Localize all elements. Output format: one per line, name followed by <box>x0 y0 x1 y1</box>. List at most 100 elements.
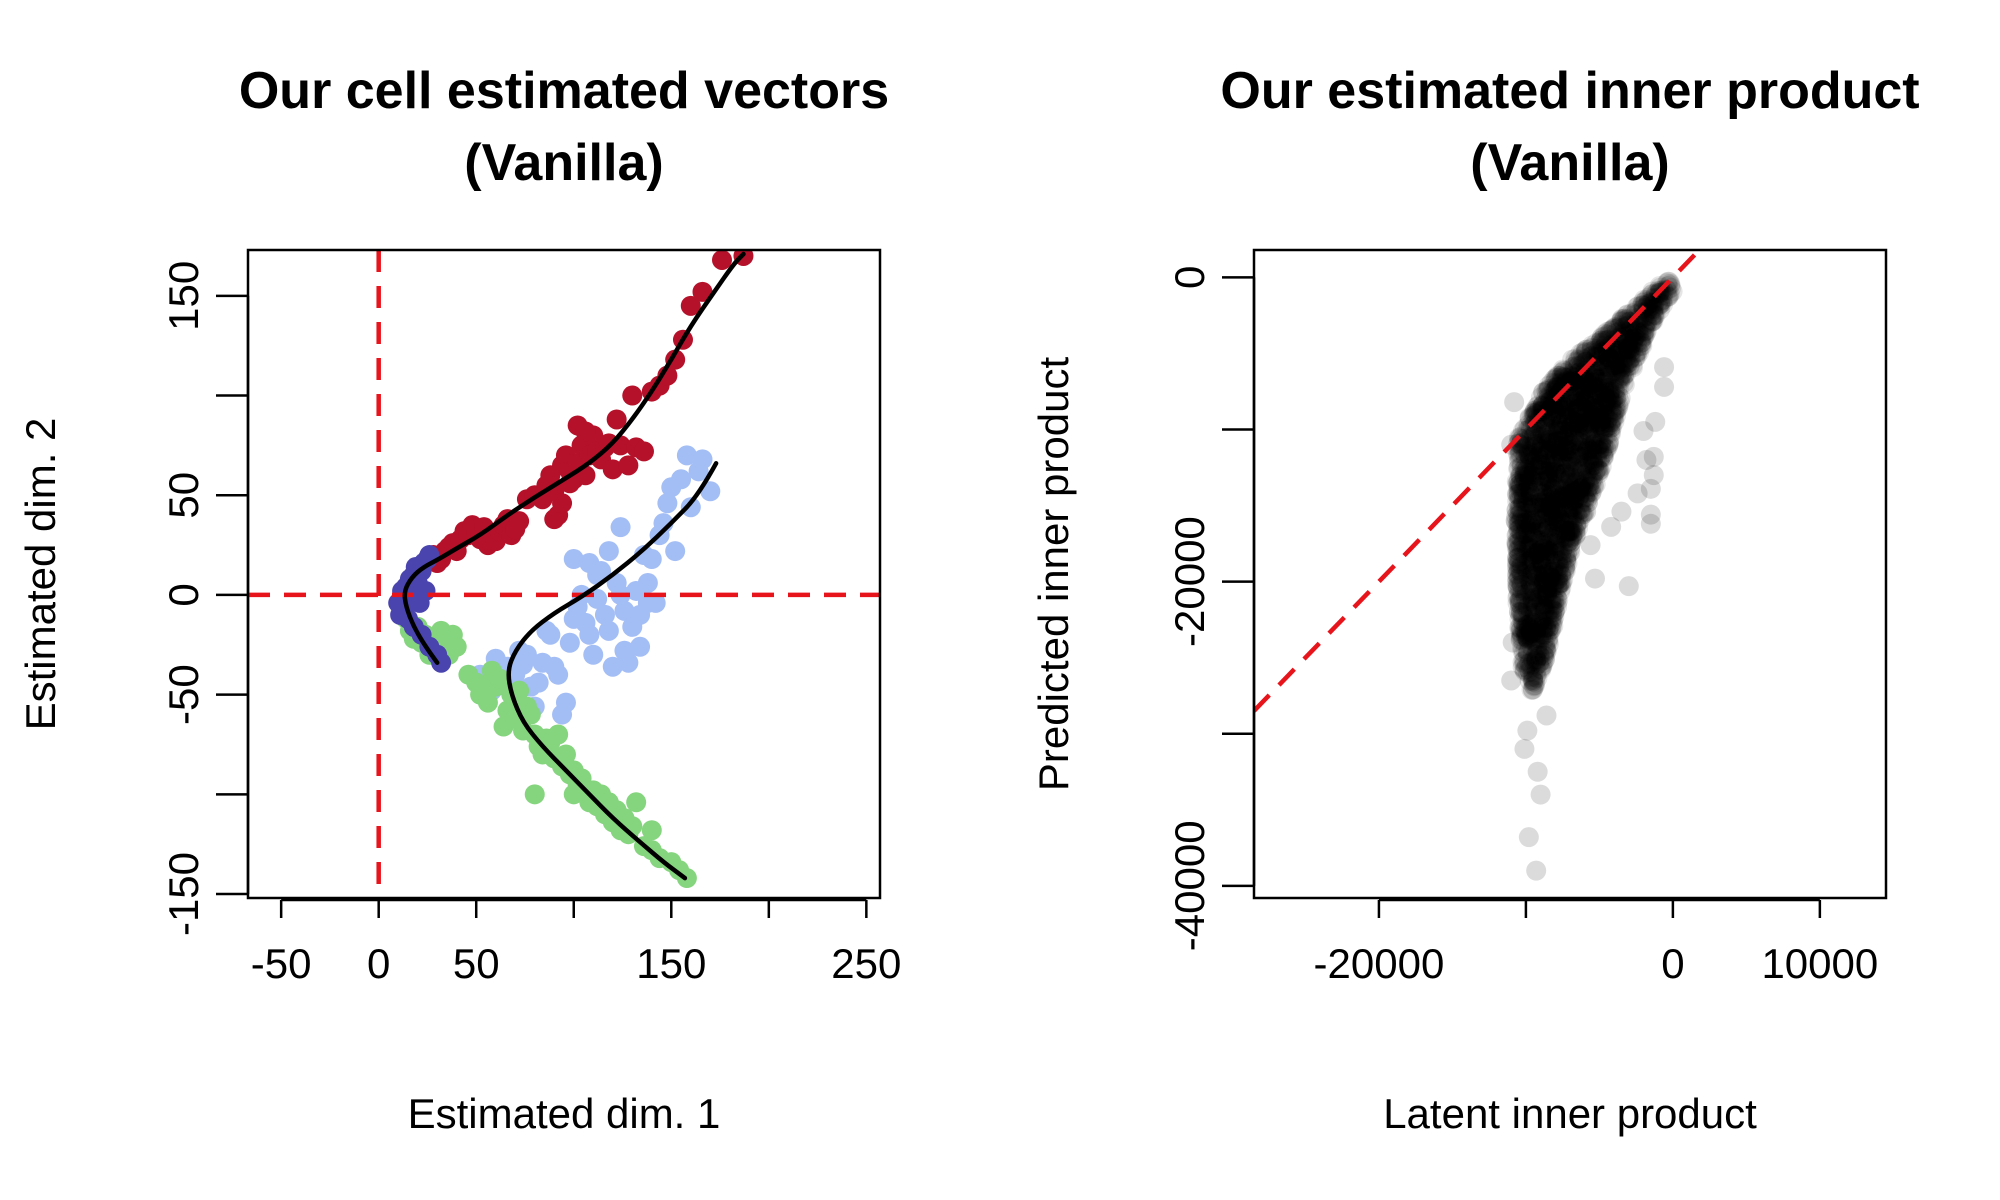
data-point <box>1531 514 1552 535</box>
data-point <box>1581 449 1602 470</box>
data-point <box>1592 361 1613 382</box>
data-point <box>1547 424 1567 444</box>
data-point <box>1549 575 1570 596</box>
data-point <box>1549 573 1570 594</box>
data-point <box>1517 537 1538 558</box>
data-point <box>1546 491 1567 511</box>
data-point <box>1529 631 1550 652</box>
data-point <box>1521 420 1541 441</box>
data-point <box>1589 440 1610 461</box>
data-point <box>1591 417 1612 438</box>
data-point <box>1605 399 1626 420</box>
data-point <box>1537 575 1558 596</box>
data-point <box>1507 547 1527 568</box>
data-point <box>1525 526 1546 547</box>
data-point <box>1555 528 1576 549</box>
data-point <box>1551 546 1572 567</box>
data-point <box>1509 500 1530 521</box>
data-point <box>1554 488 1575 509</box>
data-point <box>1552 487 1572 508</box>
data-point <box>1538 608 1559 629</box>
data-point <box>1590 411 1611 431</box>
data-point <box>1604 387 1625 408</box>
data-point <box>1547 540 1567 561</box>
data-point <box>1571 409 1592 430</box>
data-point <box>1538 518 1559 539</box>
data-point <box>579 624 600 645</box>
data-point <box>1545 432 1566 452</box>
data-point <box>1535 431 1556 452</box>
data-point <box>1587 445 1607 466</box>
data-point <box>1616 309 1637 330</box>
data-point <box>1578 421 1599 442</box>
data-point <box>1551 503 1572 524</box>
data-point <box>1532 610 1553 630</box>
data-point <box>1515 621 1536 642</box>
data-point <box>1597 345 1618 366</box>
data-point <box>1577 492 1598 513</box>
data-point <box>1565 348 1586 369</box>
data-point <box>1545 449 1566 469</box>
data-point <box>1512 437 1533 457</box>
data-point <box>1525 602 1546 623</box>
data-point <box>1608 384 1629 405</box>
data-point <box>1559 441 1579 462</box>
data-point <box>1537 496 1558 517</box>
data-point <box>1556 466 1577 487</box>
data-point <box>1523 529 1543 549</box>
data-point <box>1566 470 1587 491</box>
data-point <box>1594 403 1615 424</box>
data-point <box>1595 382 1616 403</box>
data-point <box>1564 510 1585 531</box>
data-point <box>555 692 576 713</box>
data-point <box>1513 539 1534 560</box>
data-point <box>1560 509 1581 530</box>
data-point <box>1583 413 1604 434</box>
data-point <box>1553 394 1574 415</box>
data-point <box>1525 631 1545 652</box>
data-point <box>1586 387 1607 407</box>
data-point <box>1576 351 1597 372</box>
data-point <box>1544 369 1565 390</box>
data-point <box>1572 342 1593 363</box>
data-point <box>1522 539 1543 560</box>
data-point <box>1548 415 1569 436</box>
data-point <box>1516 625 1537 646</box>
data-point <box>1569 468 1590 489</box>
data-point <box>1584 385 1605 406</box>
data-point <box>1522 669 1543 690</box>
data-point <box>1510 498 1531 519</box>
data-point <box>1596 394 1617 415</box>
data-point <box>1512 580 1533 601</box>
data-point <box>1583 452 1604 473</box>
data-point <box>1508 473 1529 493</box>
data-point <box>1550 367 1571 388</box>
data-point <box>1532 596 1553 617</box>
data-point <box>1565 521 1585 542</box>
data-point <box>594 604 615 625</box>
data-point <box>1518 444 1539 465</box>
data-point <box>1534 524 1555 545</box>
data-point <box>1594 362 1614 383</box>
data-point <box>1543 609 1564 630</box>
data-point <box>1532 536 1553 557</box>
data-point <box>1516 561 1537 582</box>
data-point <box>1602 409 1623 430</box>
data-point <box>1586 338 1607 359</box>
data-point <box>1570 408 1591 429</box>
data-point <box>1517 477 1538 498</box>
data-point <box>1557 394 1578 415</box>
data-point <box>1590 373 1611 394</box>
data-point <box>1559 515 1580 536</box>
data-point <box>1533 487 1553 508</box>
data-point <box>1621 318 1641 339</box>
data-point <box>1549 556 1570 577</box>
data-point <box>1566 444 1587 465</box>
data-point <box>1544 515 1565 536</box>
data-point <box>1516 582 1537 603</box>
data-point <box>1533 621 1553 642</box>
data-point <box>1515 473 1536 494</box>
data-point <box>1530 645 1551 666</box>
data-point <box>1535 440 1556 461</box>
data-point <box>1531 436 1552 457</box>
